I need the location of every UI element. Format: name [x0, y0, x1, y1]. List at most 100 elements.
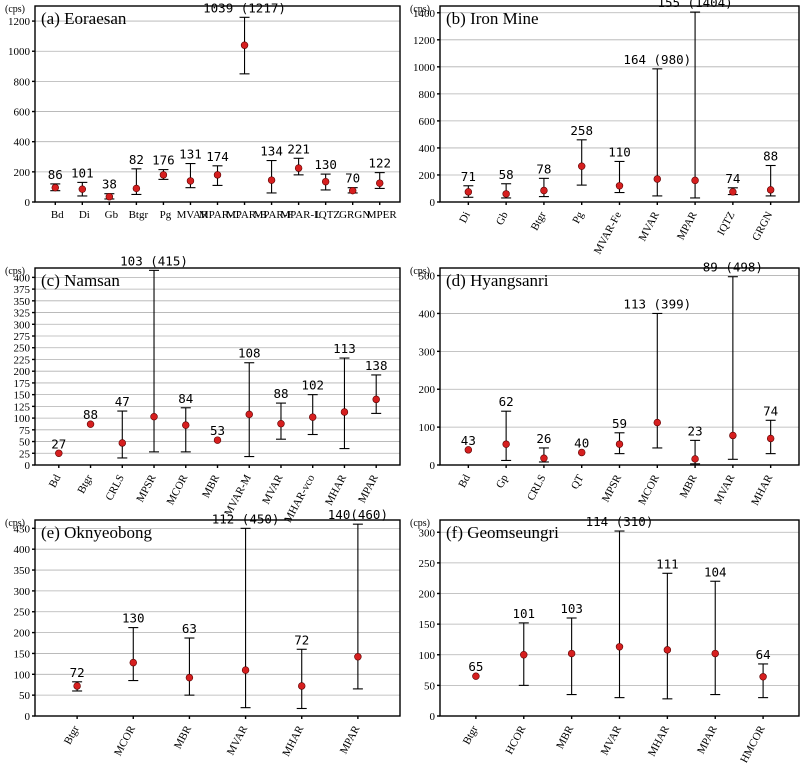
- category-label: MHAR: [749, 472, 775, 507]
- y-tick-label: 1200: [413, 35, 436, 47]
- data-point: [132, 184, 141, 193]
- category-label: Btgr: [75, 472, 95, 495]
- category-label: Bd: [47, 472, 64, 489]
- y-tick-label: 250: [419, 558, 436, 570]
- data-point: [729, 188, 737, 196]
- y-tick-label: 300: [419, 346, 436, 358]
- value-label: 88: [763, 149, 778, 164]
- category-label: MBR: [200, 472, 222, 500]
- data-point: [294, 164, 303, 172]
- category-label: MVAR: [599, 723, 625, 757]
- panel-title: (c) Namsan: [41, 271, 120, 290]
- value-label: 65: [468, 659, 483, 674]
- value-label: 71: [461, 169, 476, 184]
- category-label: MPAR-B: [226, 209, 267, 221]
- data-point: [691, 455, 699, 463]
- category-label: CRLS: [103, 473, 127, 503]
- y-tick-label: 350: [14, 565, 31, 577]
- data-point: [766, 434, 775, 443]
- data-point: [267, 176, 276, 184]
- value-label: 258: [570, 123, 593, 138]
- y-tick-label: 0: [430, 711, 436, 723]
- value-label: 155 (1404): [657, 0, 732, 10]
- y-tick-label: 175: [14, 378, 31, 390]
- category-label: MVAR: [177, 209, 209, 221]
- data-point: [653, 418, 661, 427]
- category-label: HCOR: [503, 723, 528, 756]
- data-point: [185, 673, 194, 682]
- y-axis-unit: (cps): [5, 266, 25, 277]
- category-label: Pg: [570, 209, 586, 225]
- category-label: GRGN: [750, 210, 775, 243]
- data-point: [653, 175, 661, 183]
- y-tick-label: 225: [14, 354, 31, 366]
- value-label: 134: [260, 144, 283, 159]
- panel-title: (f) Geomseungri: [446, 523, 559, 542]
- y-tick-label: 125: [14, 401, 31, 413]
- data-point: [118, 439, 126, 447]
- category-label: Btgr: [461, 723, 481, 746]
- value-label: 101: [71, 165, 94, 180]
- y-tick-label: 325: [14, 308, 31, 320]
- y-tick-label: 1000: [8, 46, 31, 58]
- value-label: 74: [763, 403, 778, 418]
- data-point: [502, 190, 510, 198]
- category-label: MCOR: [165, 472, 191, 507]
- data-point: [354, 653, 362, 661]
- y-tick-label: 0: [25, 711, 31, 723]
- category-label: MPAR: [695, 723, 720, 756]
- data-point: [73, 682, 81, 690]
- value-label: 26: [536, 431, 551, 446]
- data-point: [55, 449, 63, 457]
- category-label: MHAR: [280, 723, 306, 758]
- y-axis-unit: (cps): [410, 4, 430, 15]
- y-tick-label: 100: [419, 650, 436, 662]
- data-point: [321, 177, 330, 186]
- category-label: MPAR: [338, 723, 363, 756]
- y-tick-label: 400: [14, 272, 31, 284]
- y-tick-label: 375: [14, 284, 31, 296]
- value-label: 108: [238, 346, 261, 361]
- value-label: 88: [83, 407, 98, 422]
- value-label: 130: [314, 157, 337, 172]
- panel-title: (d) Hyangsanri: [446, 271, 549, 290]
- data-point: [615, 643, 624, 651]
- y-tick-label: 250: [14, 607, 31, 619]
- value-label: 84: [178, 391, 193, 406]
- category-label: MBR: [678, 472, 700, 500]
- category-label: MVAR: [225, 723, 251, 757]
- panel-4: 0 100 200 300 400 500(cps) (d) Hyangsanri Bd 43 G…: [410, 260, 800, 508]
- category-label: CRLS: [525, 473, 549, 503]
- data-point: [277, 420, 285, 428]
- y-tick-label: 800: [419, 89, 436, 101]
- y-tick-label: 200: [14, 628, 31, 640]
- category-label: MVAR: [260, 472, 286, 506]
- value-label: 86: [48, 167, 63, 182]
- y-tick-label: 200: [14, 366, 31, 378]
- value-label: 72: [70, 665, 85, 680]
- category-label: MVAR-Fe: [592, 210, 624, 257]
- category-label: MPAR-F: [254, 209, 294, 221]
- y-tick-label: 300: [14, 319, 31, 331]
- data-point: [711, 649, 719, 658]
- y-tick-label: 200: [419, 384, 436, 396]
- value-label: 104: [704, 564, 727, 579]
- y-axis-unit: (cps): [5, 518, 25, 529]
- category-label: Gb: [494, 209, 511, 227]
- y-axis-unit: (cps): [410, 266, 430, 277]
- category-label: Gb: [105, 209, 119, 221]
- y-tick-label: 0: [430, 460, 436, 472]
- value-label: 70: [345, 171, 360, 186]
- category-label: GRGN: [339, 209, 370, 221]
- category-label: MBR: [172, 723, 194, 751]
- y-tick-label: 150: [14, 390, 31, 402]
- y-tick-label: 25: [19, 448, 31, 460]
- category-label: MPSR: [600, 472, 625, 504]
- value-label: 131: [179, 147, 202, 162]
- y-axis-unit: (cps): [410, 518, 430, 529]
- value-label: 23: [688, 423, 703, 438]
- y-tick-label: 400: [419, 143, 436, 155]
- y-tick-label: 50: [19, 690, 31, 702]
- data-point: [759, 673, 767, 681]
- category-label: Btgr: [62, 723, 82, 746]
